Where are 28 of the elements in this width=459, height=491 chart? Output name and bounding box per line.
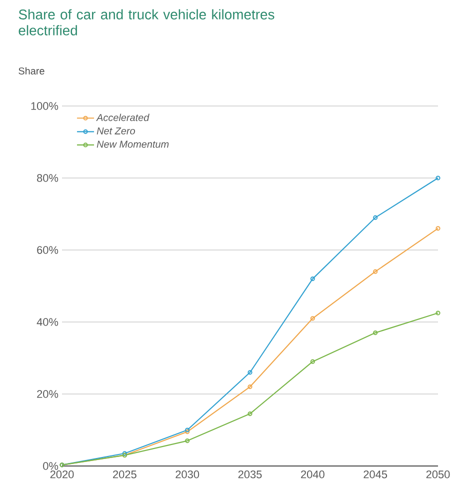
legend-label: Accelerated xyxy=(96,114,150,122)
point xyxy=(373,215,378,220)
y-tick-label: 100% xyxy=(31,102,58,110)
point xyxy=(185,438,190,444)
x-tick-label: 2025 xyxy=(113,470,136,478)
point xyxy=(248,370,252,375)
x-tick-label: 2050 xyxy=(426,470,450,478)
y-tick-label: 40% xyxy=(36,318,58,326)
y-tick-label: 80% xyxy=(37,174,58,182)
legend-label: New Momentum xyxy=(96,140,169,148)
x-tick-label: 2035 xyxy=(238,470,262,478)
point xyxy=(248,384,252,390)
point xyxy=(310,359,315,364)
point xyxy=(248,412,252,416)
y-axis-title: Share xyxy=(18,67,44,75)
point xyxy=(373,269,378,274)
x-tick-label: 2030 xyxy=(176,470,200,478)
chart-title: Share of car and truck vehicle kilometres electrified xyxy=(18,9,274,36)
y-tick-label: 60% xyxy=(37,246,58,254)
point xyxy=(310,276,315,282)
x-tick-label: 2045 xyxy=(364,470,388,478)
y-tick-label: 20% xyxy=(37,390,58,398)
point xyxy=(373,330,378,336)
x-tick-label: 2040 xyxy=(301,470,324,478)
x-tick-label: 2020 xyxy=(50,470,74,478)
point xyxy=(310,316,315,321)
legend-label: Net Zero xyxy=(96,127,136,134)
y-tick-label: 0% xyxy=(43,462,58,470)
